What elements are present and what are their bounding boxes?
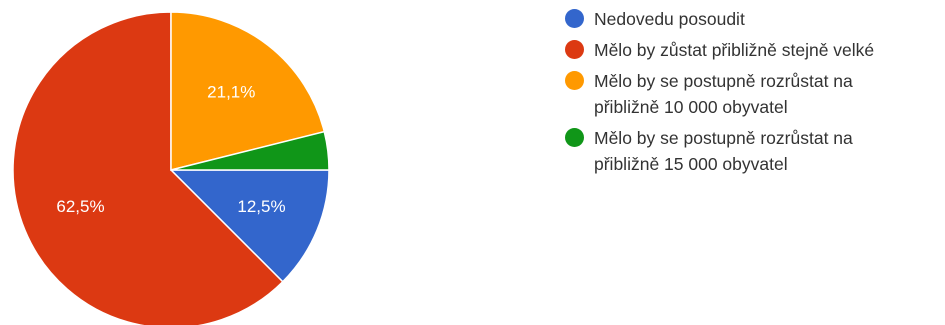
legend-label: Mělo by se postupně rozrůstat na přibliž…	[594, 128, 853, 174]
legend-swatch	[565, 71, 584, 90]
legend-label: Mělo by zůstat přibližně stejně velké	[594, 40, 875, 60]
legend-swatch	[565, 9, 584, 28]
pie-slice[interactable]	[170, 11, 326, 171]
legend-swatch	[565, 128, 584, 147]
legend-item-10000[interactable]: Mělo by se postupně rozrůstat na přibliž…	[565, 68, 940, 120]
legend-item-15000[interactable]: Mělo by se postupně rozrůstat na přibliž…	[565, 125, 940, 177]
legend-label: Nedovedu posoudit	[594, 9, 745, 29]
pie-slice[interactable]	[169, 169, 330, 283]
pie-slice-label: 12,5%	[237, 197, 285, 216]
legend-item-stejne-velke[interactable]: Mělo by zůstat přibližně stejně velké	[565, 37, 940, 63]
legend: Nedovedu posoudit Mělo by zůstat přibliž…	[565, 6, 940, 182]
pie-slice[interactable]	[12, 11, 284, 325]
legend-item-nedovedu[interactable]: Nedovedu posoudit	[565, 6, 940, 32]
pie-slice-labels: 12,5% 62,5% 21,1%	[56, 82, 285, 216]
legend-swatch	[565, 40, 584, 59]
pie-slice[interactable]	[170, 130, 330, 171]
pie-slices	[12, 11, 330, 325]
pie-slice-label: 21,1%	[207, 82, 255, 101]
pie-slice-label: 62,5%	[56, 197, 104, 216]
legend-label: Mělo by se postupně rozrůstat na přibliž…	[594, 71, 853, 117]
